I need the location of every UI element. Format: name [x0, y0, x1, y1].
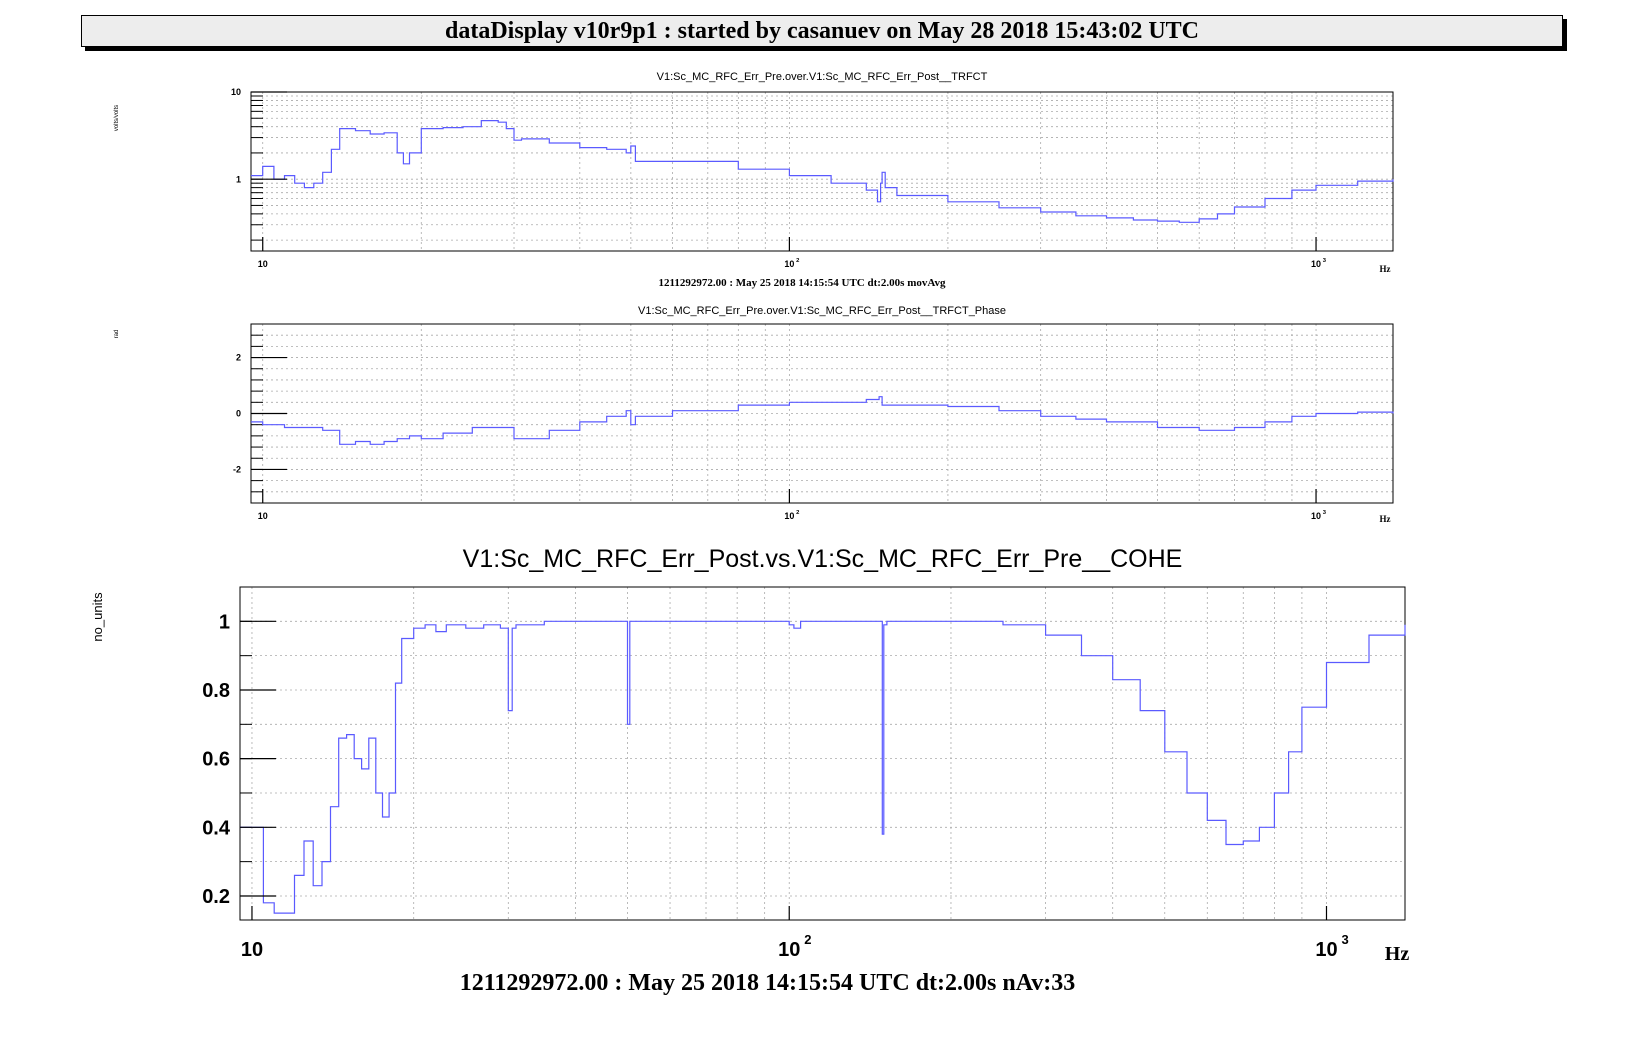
grid-1: [251, 323, 1393, 504]
y-tick-label: -2: [233, 465, 241, 475]
plot-frame-2: [239, 586, 1406, 921]
chart-title-1: V1:Sc_MC_RFC_Err_Pre.over.V1:Sc_MC_RFC_E…: [638, 305, 1006, 317]
header-title: dataDisplay v10r9p1 : started by casanue…: [444, 18, 1199, 44]
x-tick-label: 10: [258, 259, 268, 269]
x-tick-label: 10: [778, 939, 800, 961]
y-tick-label: 1: [236, 174, 241, 184]
plot-frame-0: [250, 91, 1394, 252]
x-tick-exponent: 2: [796, 258, 800, 264]
x-tick-label: 10: [1311, 511, 1321, 521]
x-tick-exponent: 2: [804, 932, 811, 947]
y-tick-label: 0.8: [202, 680, 230, 702]
series-trace-0: [251, 120, 1394, 223]
x-tick-exponent: 2: [796, 510, 800, 516]
series-trace-1: [251, 396, 1394, 445]
x-tick-exponent: 3: [1341, 932, 1348, 947]
x-tick-exponent: 3: [1323, 258, 1327, 264]
x-axis-label-1: Hz: [1380, 514, 1391, 524]
y-axis-label-0: volts/volts: [114, 105, 120, 131]
y-tick-label: 10: [231, 87, 241, 97]
x-tick-label: 10: [784, 511, 794, 521]
chart-title-0: V1:Sc_MC_RFC_Err_Pre.over.V1:Sc_MC_RFC_E…: [657, 71, 988, 83]
grid-2: [240, 586, 1405, 920]
chart-footer-0: 1211292972.00 : May 25 2018 14:15:54 UTC…: [658, 277, 946, 289]
y-tick-label: 0: [236, 409, 241, 419]
x-tick-label: 10: [1315, 939, 1337, 961]
y-tick-label: 0.6: [202, 749, 230, 771]
y-tick-label: 0.4: [202, 817, 231, 839]
series-trace-2: [240, 620, 1406, 914]
page-header: dataDisplay v10r9p1 : started by casanue…: [81, 15, 1563, 47]
x-tick-label: 10: [1311, 259, 1321, 269]
x-tick-label: 10: [241, 939, 263, 961]
chart-title-2: V1:Sc_MC_RFC_Err_Post.vs.V1:Sc_MC_RFC_Er…: [463, 545, 1183, 573]
y-tick-label: 2: [236, 353, 241, 363]
x-tick-label: 10: [784, 259, 794, 269]
x-axis-label-2: Hz: [1385, 943, 1410, 965]
chart-footer-2: 1211292972.00 : May 25 2018 14:15:54 UTC…: [460, 970, 1076, 996]
y-tick-label: 0.2: [202, 886, 230, 908]
y-axis-label-1: rad: [114, 330, 120, 339]
y-axis-label-2: no_units: [90, 592, 105, 642]
x-axis-label-0: Hz: [1380, 264, 1391, 274]
grid-0: [251, 92, 1393, 251]
x-tick-label: 10: [258, 511, 268, 521]
x-tick-exponent: 3: [1323, 510, 1327, 516]
y-tick-label: 1: [219, 611, 230, 633]
